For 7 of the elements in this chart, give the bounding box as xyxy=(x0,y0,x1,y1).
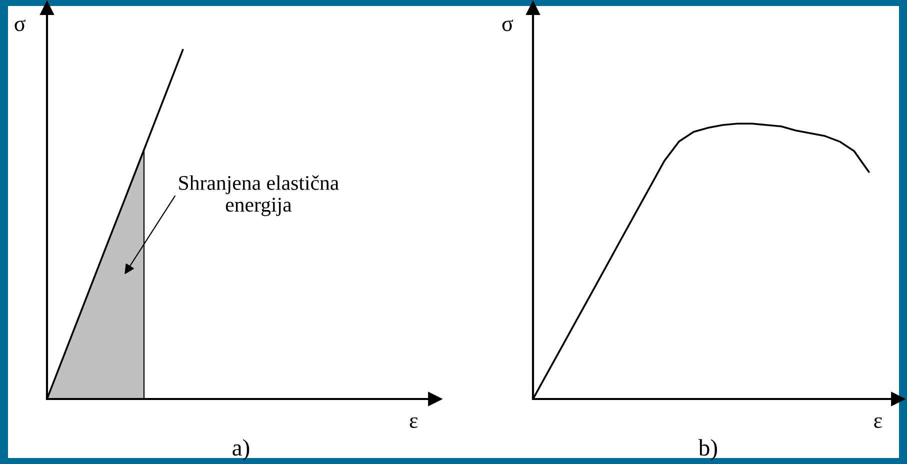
text: a) xyxy=(232,439,250,461)
y-axis-title: σ xyxy=(14,20,26,32)
y-axis-title: σ xyxy=(502,20,514,32)
x-axis-title: ε xyxy=(874,417,882,428)
annotation: Shranjena elastična energija xyxy=(179,175,339,216)
text: b) xyxy=(698,439,717,461)
x-axis-title: ε xyxy=(410,417,418,428)
